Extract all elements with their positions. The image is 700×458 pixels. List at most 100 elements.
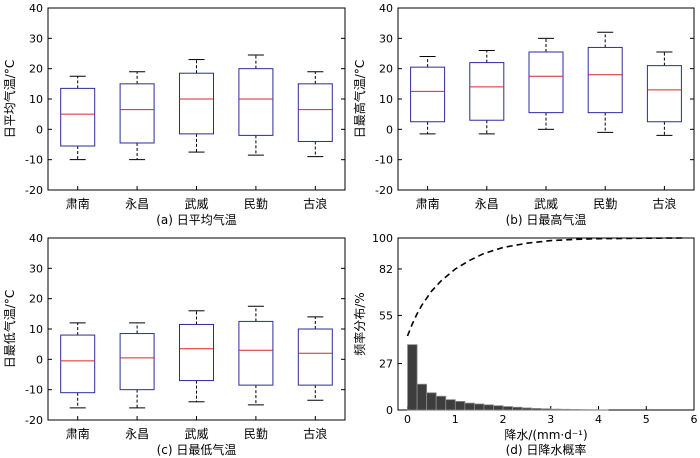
y-tick-label: 40 [29,2,43,15]
box-body [119,333,155,391]
histogram-bar [531,408,542,411]
y-tick-label: 0 [36,123,43,136]
y-axis-label: 日最低气温/°C [2,290,17,368]
box-body [179,72,214,135]
y-axis-label: 日平均气温/°C [2,60,17,138]
panel-caption: (d) 日降水概率 [506,442,587,457]
y-axis-label: 频率分布/% [352,292,367,355]
y-tick-label: 30 [29,32,43,45]
y-tick-label: 0 [36,353,43,366]
y-tick-label: 55 [379,309,393,322]
x-tick-label: 5 [643,413,650,426]
x-tick-label: 2 [500,413,507,426]
panel-2: -20 -10 0 10 20 30 40 日最低气温/°C 肃南 永昌 武威 民勤 古浪 (c) 日最低… [2,232,346,457]
cumulative-curve [406,237,685,337]
x-tick-label: 4 [595,413,602,426]
category-label: 永昌 [475,197,499,211]
y-axis-label: 日最高气温/°C [352,60,367,138]
y-tick-label: -20 [375,184,393,197]
category-label: 肃南 [66,196,90,211]
histogram-bar [464,402,475,411]
panel-0: -20 -10 0 10 20 30 40 日平均气温/°C 肃南 永昌 武威 民勤 古浪 (a) 日平均… [2,2,346,227]
y-tick-label: 0 [386,123,393,136]
y-tick-label: -10 [375,154,393,167]
y-tick-label: -20 [25,414,43,427]
box-永昌 [119,71,155,161]
box-民勤 [238,305,274,406]
box-武威 [528,37,564,130]
box-body [587,46,623,114]
y-tick-label: 27 [379,358,393,371]
category-label: 古浪 [303,426,327,441]
category-label: 永昌 [125,197,149,211]
box-民勤 [238,54,274,156]
histogram-bar [416,383,428,411]
histogram-bar [569,409,580,411]
category-label: 民勤 [244,427,268,441]
category-label: 肃南 [66,426,90,441]
histogram-bar [550,408,561,411]
histogram-bar [540,408,552,411]
category-label: 武威 [184,427,208,441]
category-label: 民勤 [244,197,268,211]
histogram-bar [483,404,494,411]
category-label: 古浪 [303,196,327,211]
x-tick-label: 0 [404,413,411,426]
category-label: 肃南 [416,196,440,211]
histogram-bar [454,400,466,411]
box-body [60,334,96,394]
y-tick-label: 20 [379,63,393,76]
panel-3: 0 27 55 82 100 频率分布/% 0 1 2 3 4 5 6 降水/(mm·d⁻¹)(d) 日降… [352,232,698,457]
box-body [528,51,564,114]
y-tick-label: -10 [25,384,43,397]
histogram-bar [559,408,571,411]
box-body [179,323,214,382]
plot-frame [397,7,695,191]
box-肃南 [410,56,446,135]
box-body [60,87,96,147]
plot-frame [397,237,695,411]
box-武威 [179,310,214,403]
category-label: 民勤 [593,197,617,211]
y-tick-label: 20 [29,63,43,76]
x-axis-label: 降水/(mm·d⁻¹) [504,428,587,442]
box-body [297,328,333,386]
box-body [238,68,274,136]
y-tick-label: 10 [379,93,393,106]
box-永昌 [469,49,505,135]
box-永昌 [119,322,155,409]
category-label: 古浪 [652,196,676,211]
y-tick-label: 20 [29,293,43,306]
box-body [469,62,505,121]
panel-1: -20 -10 0 10 20 30 40 日最高气温/°C 肃南 永昌 武威 民勤 古浪 (b) 日最高… [352,2,695,227]
y-tick-label: 10 [29,93,43,106]
box-body [238,320,274,386]
histogram-bar [473,403,485,411]
category-label: 武威 [184,197,208,211]
box-古浪 [297,71,333,158]
box-古浪 [297,316,333,401]
x-tick-label: 6 [691,413,698,426]
panel-caption: (a) 日平均气温 [156,212,237,227]
y-tick-label: 0 [386,404,393,417]
box-body [119,83,155,144]
box-肃南 [60,75,96,161]
panel-caption: (b) 日最高气温 [506,212,587,227]
x-tick-label: 3 [547,413,554,426]
y-tick-label: 10 [29,323,43,336]
histogram-bar [521,407,533,411]
box-古浪 [646,51,682,136]
box-民勤 [587,31,623,133]
panel-caption: (c) 日最低气温 [157,442,237,457]
y-tick-label: 40 [379,2,393,15]
y-tick-label: -10 [25,154,43,167]
box-body [646,65,682,123]
y-tick-label: 100 [372,232,393,245]
histogram-bar [493,405,504,411]
histogram-bar [502,406,513,411]
histogram-bar [426,392,437,411]
box-body [410,66,446,123]
histogram-bar [407,344,418,411]
histogram-bar [445,399,456,411]
